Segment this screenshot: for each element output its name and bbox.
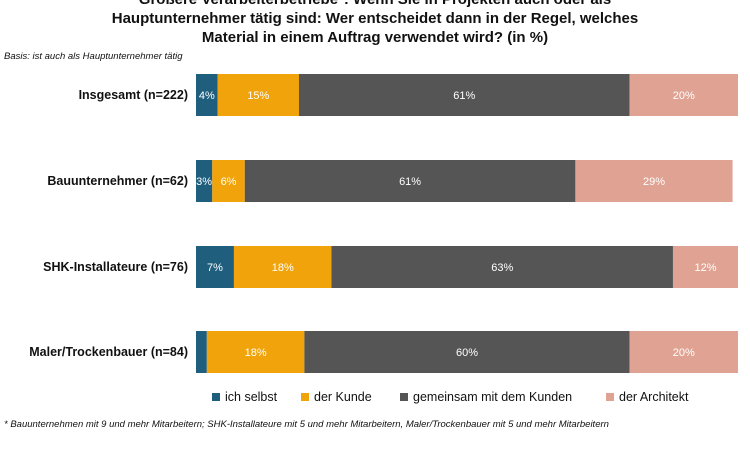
bar-segment xyxy=(629,331,738,373)
data-label: 6% xyxy=(221,176,237,188)
bar-segment xyxy=(233,246,332,288)
legend-label: ich selbst xyxy=(225,390,278,404)
bar-segment xyxy=(331,246,673,288)
data-label: 15% xyxy=(247,90,269,102)
legend-label: der Architekt xyxy=(619,390,689,404)
category-label: SHK-Installateure (n=76) xyxy=(43,260,188,274)
legend-swatch xyxy=(400,393,408,401)
legend-swatch xyxy=(606,393,614,401)
bar-segment xyxy=(298,74,630,116)
chart-title-line-2: Hauptunternehmer tätig sind: Wer entsche… xyxy=(111,10,639,27)
bar-segment xyxy=(196,331,207,373)
bar-segment xyxy=(217,74,299,116)
bar-segment xyxy=(672,246,738,288)
bar-segment xyxy=(196,160,213,202)
legend-label: gemeinsam mit dem Kunden xyxy=(413,390,572,404)
bar-segment xyxy=(575,160,733,202)
data-label: 29% xyxy=(643,176,665,188)
data-label: 4% xyxy=(199,90,215,102)
bar-segment xyxy=(212,160,245,202)
data-label: 61% xyxy=(453,90,475,102)
basis-note: Basis: ist auch als Hauptunternehmer tät… xyxy=(4,51,183,62)
data-label: 63% xyxy=(491,262,513,274)
legend-swatch xyxy=(212,393,220,401)
chart-title-line-1: Größere Verarbeiterbetriebe*: Wenn Sie i… xyxy=(0,0,750,9)
data-label: 18% xyxy=(245,347,267,359)
bar-segment xyxy=(244,160,576,202)
data-label: 60% xyxy=(456,347,478,359)
data-label: 20% xyxy=(673,90,695,102)
footnote: * Bauunternehmen mit 9 und mehr Mitarbei… xyxy=(4,419,609,430)
bar-segment xyxy=(629,74,738,116)
chart-title-line-3: Material in einem Auftrag verwendet wird… xyxy=(201,29,549,46)
bar-segment xyxy=(206,331,305,373)
legend-swatch xyxy=(301,393,309,401)
data-label: 18% xyxy=(272,262,294,274)
bar-segment xyxy=(304,331,630,373)
bar-segment xyxy=(196,246,234,288)
category-label: Insgesamt (n=222) xyxy=(79,88,188,102)
category-label: Maler/Trockenbauer (n=84) xyxy=(29,345,188,359)
data-label: 20% xyxy=(673,347,695,359)
data-label: 61% xyxy=(399,176,421,188)
bar-segment xyxy=(196,74,218,116)
data-label: 12% xyxy=(694,262,716,274)
category-label: Bauunternehmer (n=62) xyxy=(47,174,188,188)
data-label: 7% xyxy=(207,262,223,274)
chart-title: Größere Verarbeiterbetriebe*: Wenn Sie i… xyxy=(0,0,750,47)
stacked-bar-chart: Insgesamt (n=222) 4% 15% 61% 20% Bauunternehm… xyxy=(29,74,738,404)
legend-label: der Kunde xyxy=(314,390,372,404)
data-label: 3% xyxy=(196,176,212,188)
